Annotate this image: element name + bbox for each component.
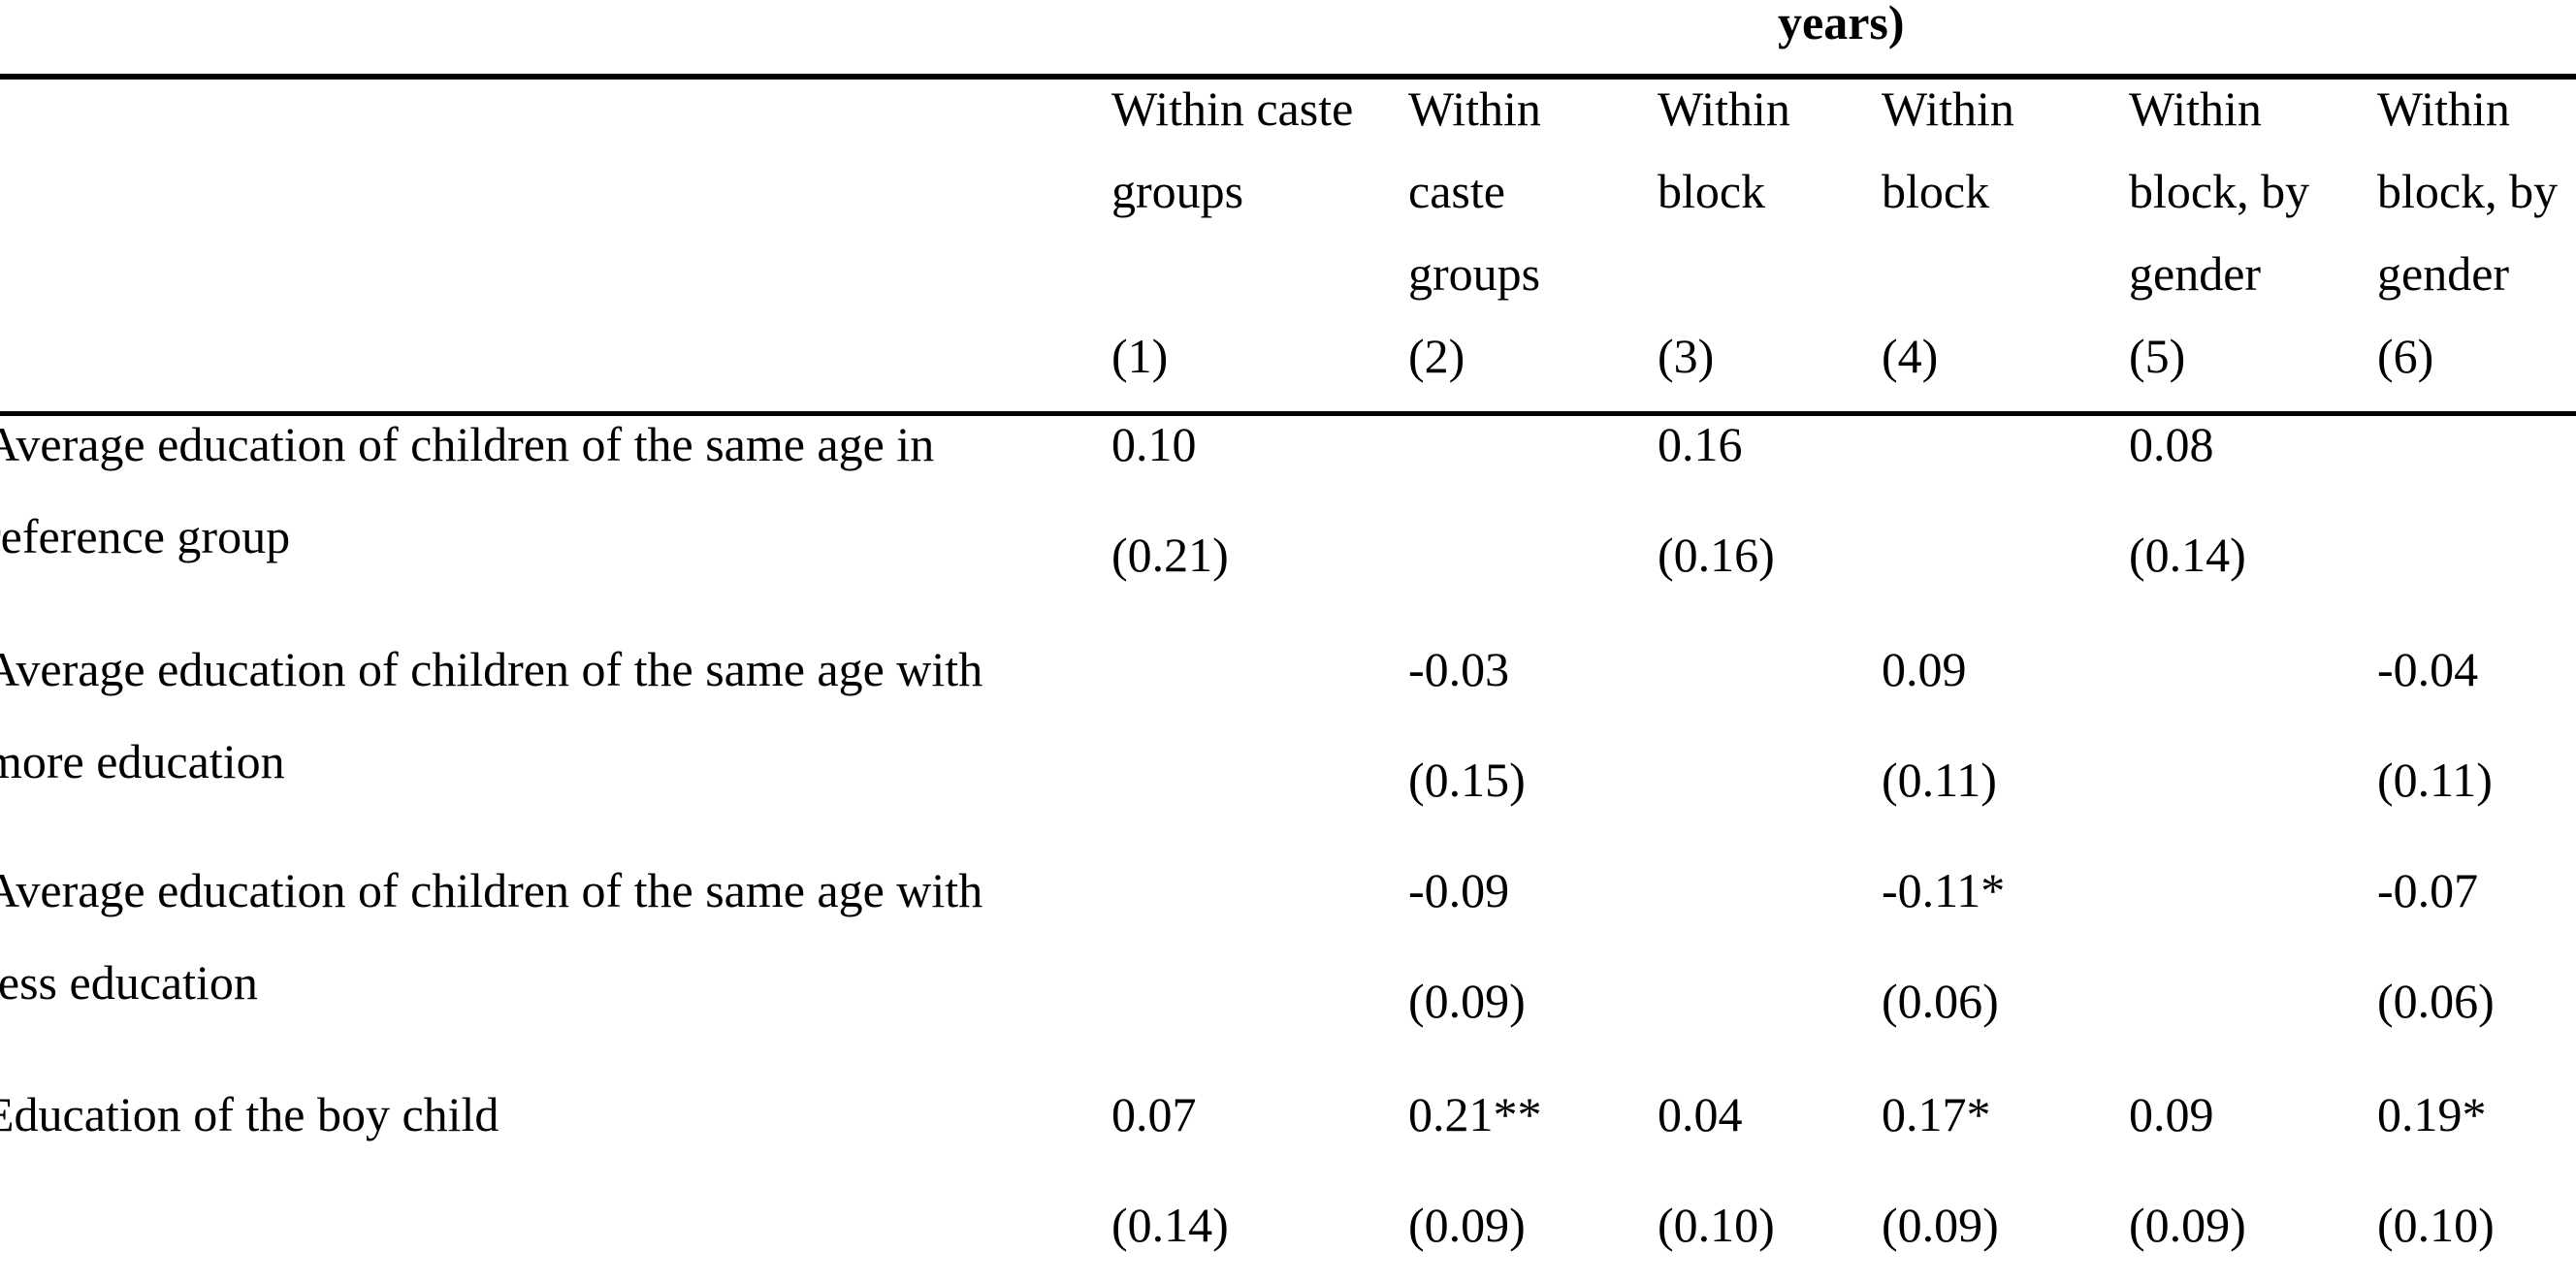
row-label: Education of the boy child bbox=[0, 1090, 499, 1182]
column-header-label bbox=[1882, 249, 2014, 332]
row-label-line2: reference group bbox=[0, 509, 291, 563]
coefficient-cell: 0.16 (0.16) bbox=[1658, 420, 1775, 579]
column-header-label: Within bbox=[1882, 81, 2014, 136]
row-label-line1: Education of the boy child bbox=[0, 1087, 499, 1141]
column-header-label: Within caste bbox=[1111, 81, 1354, 136]
coefficient-value: -0.09 bbox=[1408, 863, 1510, 917]
coefficient-cell: 0.09 (0.09) bbox=[2129, 1090, 2246, 1249]
coefficient-value: 0.19* bbox=[2377, 1087, 2487, 1141]
column-number: (1) bbox=[1111, 329, 1169, 383]
column-number: (6) bbox=[2377, 329, 2434, 383]
coefficient-cell: 0.04 (0.10) bbox=[1658, 1090, 1775, 1249]
row-label: Average education of children of the sam… bbox=[0, 866, 982, 1007]
header-divider-rule bbox=[0, 411, 2576, 416]
coefficient-value: 0.08 bbox=[2129, 417, 2214, 471]
row-label: Average education of children of the sam… bbox=[0, 645, 982, 786]
column-number: (5) bbox=[2129, 329, 2186, 383]
coefficient-cell: 0.10 (0.21) bbox=[1111, 420, 1229, 579]
column-header-label: Within bbox=[1408, 81, 1541, 136]
coefficient-value: 0.21** bbox=[1408, 1087, 1542, 1141]
coefficient-value: -0.07 bbox=[2377, 863, 2479, 917]
column-number: (3) bbox=[1658, 329, 1715, 383]
standard-error-value: (0.06) bbox=[1882, 974, 1999, 1028]
standard-error-value: (0.09) bbox=[1882, 1198, 1999, 1252]
coefficient-cell: -0.04 (0.11) bbox=[2377, 645, 2493, 804]
table-top-rule bbox=[0, 74, 2576, 80]
standard-error-value: (0.11) bbox=[2377, 753, 2493, 807]
coefficient-value: 0.04 bbox=[1658, 1087, 1743, 1141]
standard-error-value: (0.21) bbox=[1111, 528, 1229, 582]
column-header-label: block, by bbox=[2129, 164, 2310, 218]
coefficient-cell: -0.09 (0.09) bbox=[1408, 866, 1526, 1025]
standard-error-value: (0.09) bbox=[1408, 974, 1526, 1028]
row-label-line1: Average education of children of the sam… bbox=[0, 417, 935, 471]
coefficient-cell: -0.11* (0.06) bbox=[1882, 866, 2005, 1025]
coefficient-cell: 0.07 (0.14) bbox=[1111, 1090, 1229, 1249]
coefficient-value: 0.07 bbox=[1111, 1087, 1197, 1141]
coefficient-cell: -0.07 (0.06) bbox=[2377, 866, 2495, 1025]
coefficient-cell: 0.17* (0.09) bbox=[1882, 1090, 1999, 1249]
column-header-5: Within block, by gender (5) bbox=[2129, 84, 2309, 414]
standard-error-value: (0.09) bbox=[2129, 1198, 2246, 1252]
standard-error-value: (0.10) bbox=[2377, 1198, 2495, 1252]
row-label-line1: Average education of children of the sam… bbox=[0, 863, 983, 917]
standard-error-value: (0.11) bbox=[1882, 753, 1997, 807]
column-header-label: groups bbox=[1408, 246, 1541, 301]
column-header-label: Within bbox=[2129, 81, 2262, 136]
column-number: (2) bbox=[1408, 329, 1465, 383]
column-header-label: gender bbox=[2129, 246, 2262, 301]
coefficient-value: 0.10 bbox=[1111, 417, 1197, 471]
column-header-label: groups bbox=[1111, 164, 1244, 218]
column-header-label: gender bbox=[2377, 246, 2510, 301]
coefficient-cell: -0.03 (0.15) bbox=[1408, 645, 1526, 804]
column-header-label bbox=[1658, 249, 1790, 332]
standard-error-value: (0.14) bbox=[2129, 528, 2246, 582]
coefficient-value: -0.11* bbox=[1882, 863, 2006, 917]
coefficient-value: -0.04 bbox=[2377, 642, 2479, 696]
column-header-label: block bbox=[1658, 164, 1766, 218]
coefficient-value: 0.17* bbox=[1882, 1087, 1991, 1141]
row-label-line1: Average education of children of the sam… bbox=[0, 642, 983, 696]
column-header-label: caste bbox=[1408, 164, 1505, 218]
standard-error-value: (0.14) bbox=[1111, 1198, 1229, 1252]
row-label-line2: less education bbox=[0, 955, 258, 1010]
column-header-label: Within bbox=[2377, 81, 2510, 136]
row-label-line2: more education bbox=[0, 734, 285, 788]
standard-error-value: (0.15) bbox=[1408, 753, 1526, 807]
column-header-6: Within block, by gender (6) bbox=[2377, 84, 2558, 414]
column-header-label: Within bbox=[1658, 81, 1790, 136]
row-label: Average education of children of the sam… bbox=[0, 420, 934, 561]
standard-error-value: (0.09) bbox=[1408, 1198, 1526, 1252]
column-header-2: Within caste groups (2) bbox=[1408, 84, 1541, 414]
coefficient-value: 0.09 bbox=[2129, 1087, 2214, 1141]
coefficient-cell: 0.21** (0.09) bbox=[1408, 1090, 1542, 1249]
coefficient-cell: 0.08 (0.14) bbox=[2129, 420, 2246, 579]
standard-error-value: (0.06) bbox=[2377, 974, 2495, 1028]
column-header-label: block bbox=[1882, 164, 1990, 218]
column-header-label: block, by bbox=[2377, 164, 2559, 218]
column-header-label bbox=[1111, 249, 1353, 332]
standard-error-value: (0.16) bbox=[1658, 528, 1775, 582]
column-header-3: Within block (3) bbox=[1658, 84, 1790, 414]
column-number: (4) bbox=[1882, 329, 1939, 383]
coefficient-value: -0.03 bbox=[1408, 642, 1510, 696]
coefficient-value: 0.09 bbox=[1882, 642, 1967, 696]
column-header-4: Within block (4) bbox=[1882, 84, 2014, 414]
standard-error-value: (0.10) bbox=[1658, 1198, 1775, 1252]
table-title-fragment: years) bbox=[1778, 0, 1905, 49]
column-header-1: Within caste groups (1) bbox=[1111, 84, 1353, 414]
coefficient-cell: 0.19* (0.10) bbox=[2377, 1090, 2495, 1249]
coefficient-value: 0.16 bbox=[1658, 417, 1743, 471]
coefficient-cell: 0.09 (0.11) bbox=[1882, 645, 1997, 804]
